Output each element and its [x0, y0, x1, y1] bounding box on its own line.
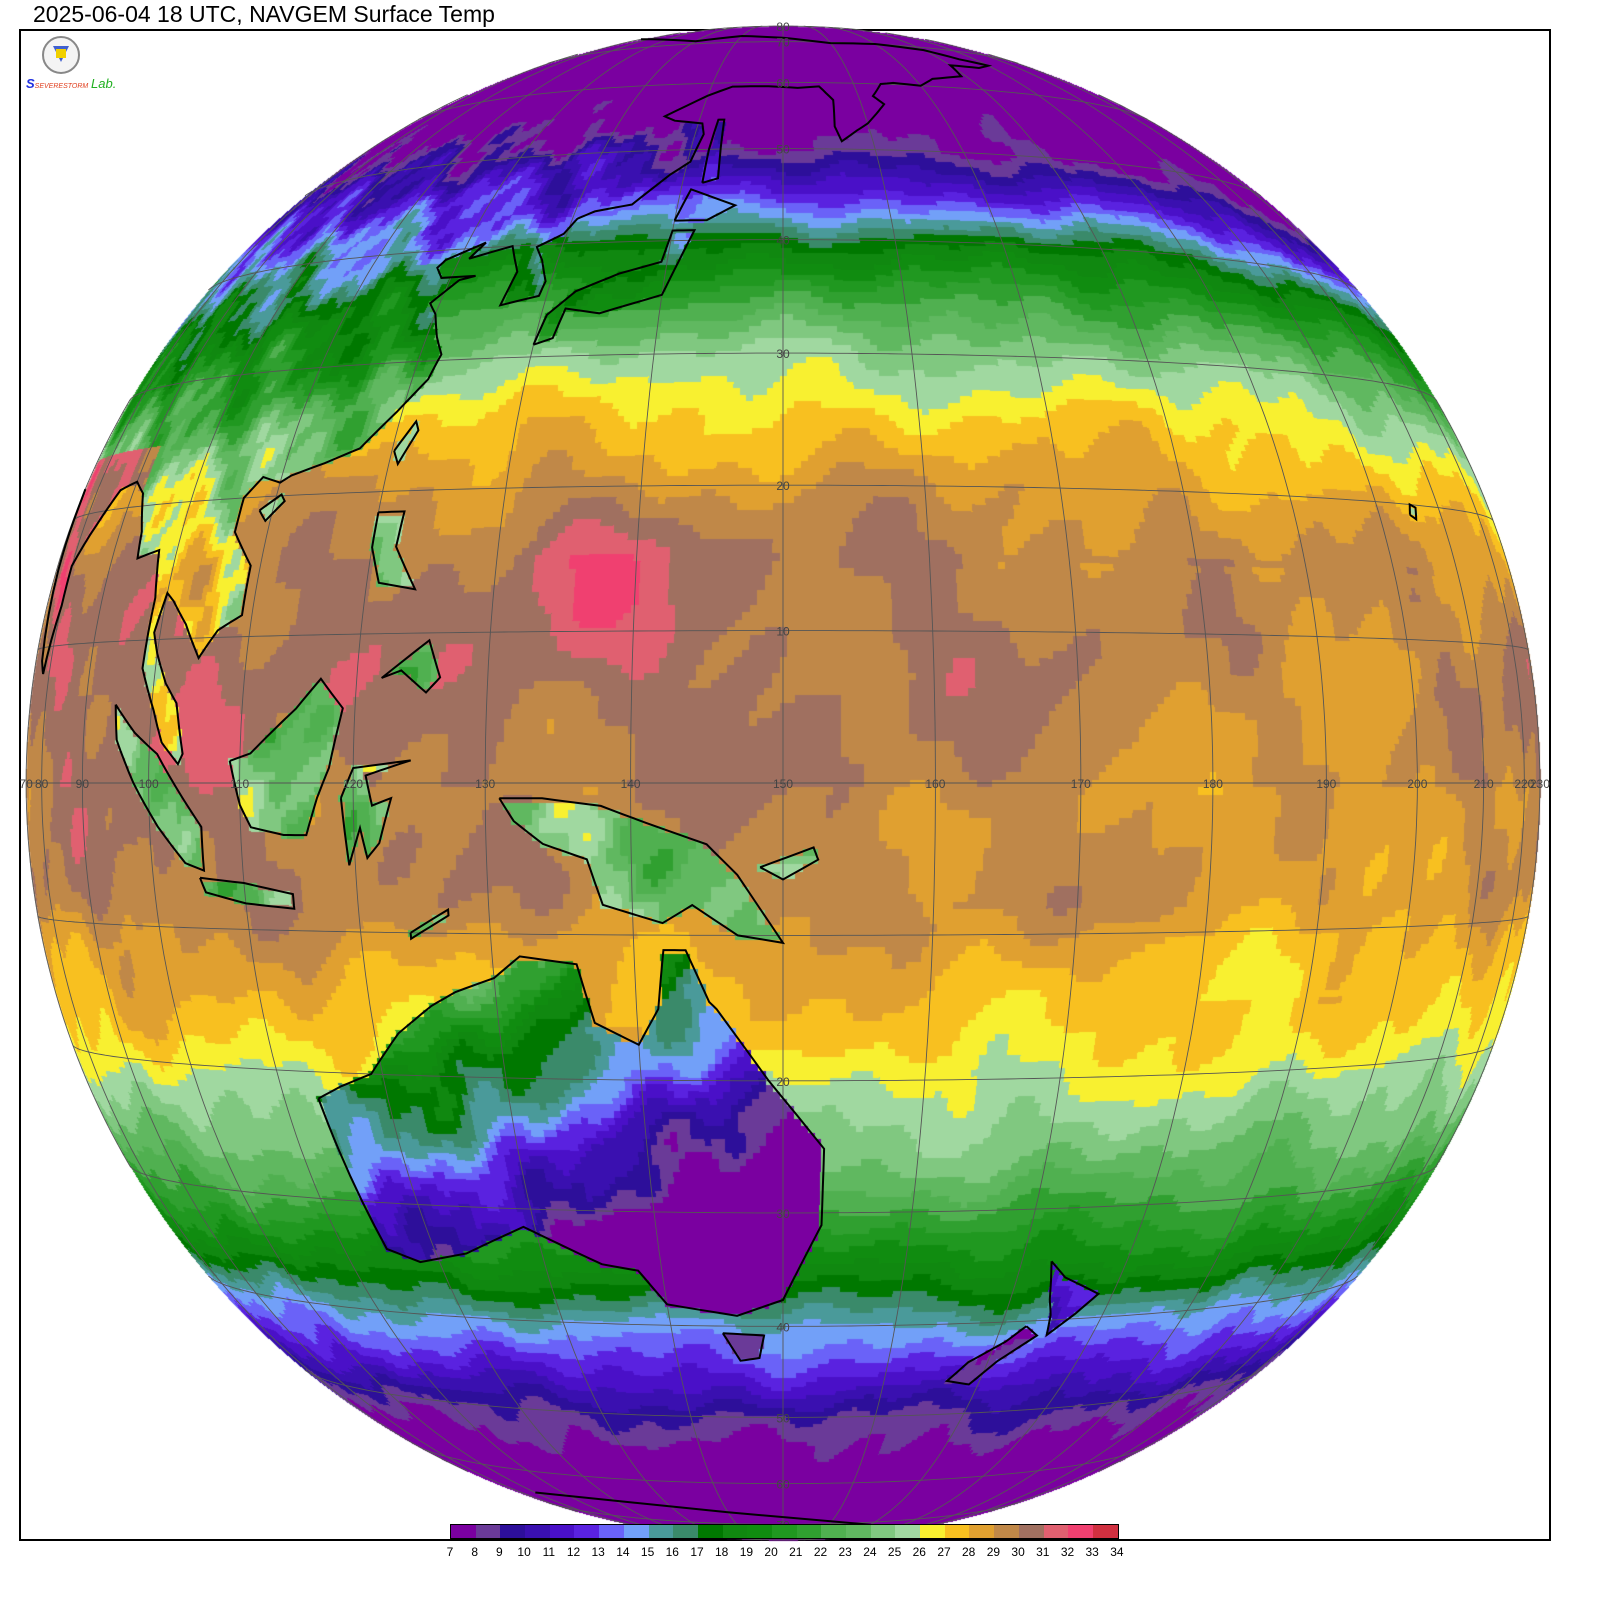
legend-swatch [747, 1525, 772, 1538]
legend-label: 31 [1036, 1545, 1050, 1559]
legend-swatch [969, 1525, 995, 1538]
legend-label: 33 [1085, 1545, 1099, 1559]
map-title: 2025-06-04 18 UTC, NAVGEM Surface Temp [33, 1, 495, 27]
legend-swatch [846, 1525, 871, 1538]
legend-label: 7 [446, 1545, 454, 1559]
legend-label: 9 [496, 1545, 503, 1559]
legend-swatch [451, 1525, 476, 1538]
legend-label: 28 [962, 1545, 976, 1559]
legend-swatch [1092, 1525, 1118, 1538]
legend-label: 24 [863, 1545, 877, 1559]
legend-swatch [623, 1525, 649, 1538]
legend-label: 21 [789, 1545, 803, 1559]
legend-swatch [673, 1525, 698, 1538]
legend-label: 12 [566, 1545, 581, 1559]
legend-label: 15 [640, 1545, 655, 1559]
legend-label: 17 [690, 1545, 704, 1559]
legend-swatch [549, 1525, 575, 1538]
legend-swatch [895, 1525, 921, 1538]
legend-swatch [475, 1525, 501, 1538]
legend-swatch [1018, 1525, 1044, 1538]
map-frame [19, 29, 1551, 1541]
legend-label: 19 [739, 1545, 754, 1559]
legend-labels: 7 8 9 10 11 12 13 14 15 16 17 18 19 20 21 22 23 24 25 26 27 2… [446, 1545, 1124, 1559]
legend-label: 25 [887, 1545, 902, 1559]
legend-swatch [870, 1525, 896, 1538]
legend-label: 13 [591, 1545, 605, 1559]
legend-label: 27 [937, 1545, 951, 1559]
legend-label: 14 [616, 1545, 630, 1559]
legend-swatch [599, 1525, 624, 1538]
legend-swatch [525, 1525, 550, 1538]
legend-swatch [796, 1525, 822, 1538]
legend-label: 34 [1110, 1545, 1124, 1559]
legend-swatch [821, 1525, 846, 1538]
legend-swatch [771, 1525, 797, 1538]
legend-label: 23 [838, 1545, 852, 1559]
legend-label: 26 [912, 1545, 926, 1559]
legend-label: 11 [542, 1545, 556, 1559]
legend-swatch [697, 1525, 723, 1538]
legend-swatch [994, 1525, 1019, 1538]
legend-swatch [1043, 1525, 1069, 1538]
logo-text: SSEVERESTORM Lab. [26, 76, 117, 91]
legend-swatch [920, 1525, 945, 1538]
severe-storm-lab-logo: SSEVERESTORM Lab. [26, 36, 116, 96]
legend-label: 18 [715, 1545, 729, 1559]
seal-icon [42, 36, 80, 74]
legend-label: 22 [813, 1545, 828, 1559]
legend-label: 16 [665, 1545, 679, 1559]
legend-label: 32 [1060, 1545, 1075, 1559]
legend-swatch [574, 1525, 600, 1538]
legend-swatch [648, 1525, 674, 1538]
legend-swatch [944, 1525, 970, 1538]
legend-label: 29 [986, 1545, 1001, 1559]
legend-label: 30 [1011, 1545, 1025, 1559]
legend-swatch [722, 1525, 748, 1538]
legend-label: 8 [471, 1545, 479, 1559]
legend-swatch [1068, 1525, 1093, 1538]
legend-label: 10 [517, 1545, 531, 1559]
legend-swatch [500, 1525, 526, 1538]
color-legend [450, 1524, 1119, 1539]
legend-label: 20 [764, 1545, 778, 1559]
